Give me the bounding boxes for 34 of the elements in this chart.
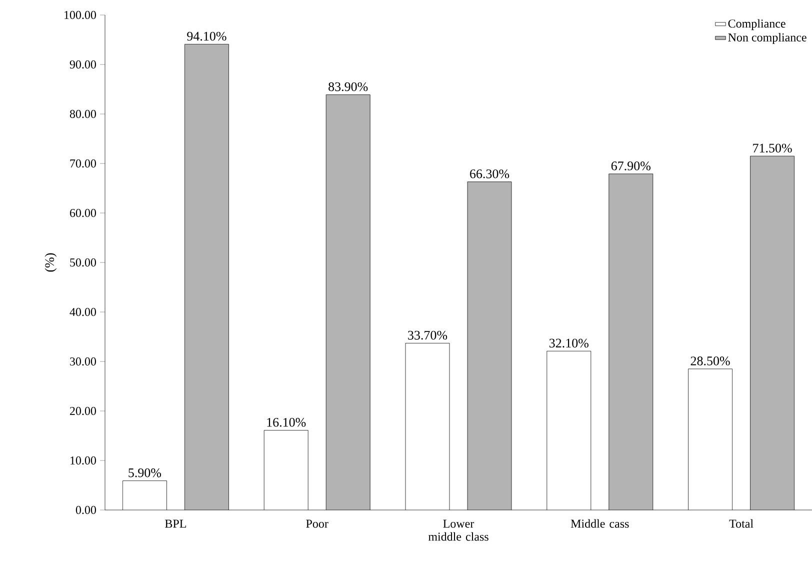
data-label: 71.50% [753, 144, 792, 153]
y-tick-label: 80.00 [70, 110, 96, 118]
y-tick-label: 100.00 [64, 10, 96, 20]
bar [326, 94, 370, 510]
bar [750, 156, 794, 510]
bar [184, 44, 229, 510]
y-tick-label: 70.00 [70, 159, 96, 168]
x-tick-label: BPL [165, 520, 186, 528]
data-label: 16.10% [267, 418, 306, 427]
x-tick-label: Total [729, 519, 754, 528]
y-tick-label: 10.00 [70, 456, 96, 465]
data-label: 32.10% [549, 338, 588, 348]
y-tick-label: 50.00 [70, 258, 96, 267]
data-label: 28.50% [690, 356, 730, 366]
data-label: 83.90% [328, 82, 368, 92]
x-tick-label: Poor [306, 520, 328, 528]
data-label: 66.30% [470, 169, 510, 178]
data-label: 94.10% [187, 32, 226, 41]
y-tick-label: 40.00 [70, 308, 96, 316]
bar [467, 182, 512, 510]
data-label: 33.70% [408, 330, 448, 340]
legend-label: Compliance [728, 19, 786, 30]
data-label: 5.90% [128, 468, 162, 478]
legend-label: Non compliance [728, 33, 806, 44]
y-tick-label: 30.00 [70, 357, 96, 366]
y-tick-label: 0.00 [76, 506, 96, 514]
y-tick-label: 60.00 [70, 208, 96, 218]
y-tick-label: 20.00 [70, 406, 96, 416]
x-tick-label: Middle cass [570, 519, 629, 528]
bar [608, 174, 653, 510]
data-label: 67.90% [611, 162, 650, 170]
y-axis-title: (%) [44, 253, 57, 272]
x-tick-label: Lower middle class [428, 520, 488, 541]
y-tick-label: 90.00 [70, 60, 96, 69]
